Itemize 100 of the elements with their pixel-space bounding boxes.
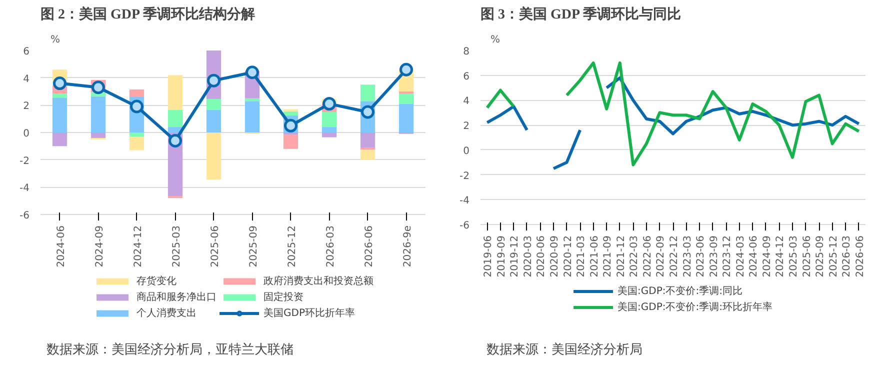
bar bbox=[244, 101, 260, 132]
point bbox=[130, 100, 144, 114]
x-tick-label: 2023-03 bbox=[682, 235, 694, 278]
bar bbox=[360, 84, 376, 102]
y-tick-label: 0 bbox=[463, 146, 470, 157]
chart-title: 图 3：美国 GDP 季调环比与同比 bbox=[480, 6, 681, 22]
x-tick-label: 2026-03 bbox=[325, 225, 336, 268]
x-tick-label: 2020-09 bbox=[550, 235, 561, 278]
y-tick-label: 4 bbox=[463, 96, 470, 108]
x-tick-label: 2024-12 bbox=[775, 235, 786, 278]
bar bbox=[52, 98, 68, 132]
x-tick-label: 2021-09 bbox=[602, 235, 614, 278]
legend-label: 商品和服务净出口 bbox=[136, 290, 216, 304]
legend-label: 个人消费支出 bbox=[136, 306, 196, 320]
x-tick-label: 2019-12 bbox=[510, 235, 521, 278]
x-tick-label: 2020-12 bbox=[562, 235, 574, 278]
source-note: 数据来源：美国经济分析局，亚特兰大联储 bbox=[46, 342, 294, 356]
bar bbox=[129, 136, 144, 150]
bar bbox=[206, 132, 222, 180]
bar bbox=[244, 98, 260, 102]
y-tick-label: -4 bbox=[20, 183, 30, 194]
bar bbox=[52, 132, 68, 146]
x-tick-label: 2021-12 bbox=[616, 235, 627, 278]
point bbox=[322, 97, 336, 111]
x-tick-label: 2022-09 bbox=[656, 235, 667, 278]
y-axis-title: % bbox=[490, 34, 500, 46]
y-tick-label: -2 bbox=[460, 170, 470, 182]
x-tick-label: 2025-03 bbox=[171, 225, 182, 268]
bar bbox=[168, 110, 183, 128]
y-tick-label: 2 bbox=[463, 121, 470, 132]
x-tick-label: 2021-06 bbox=[589, 235, 600, 278]
source-note: 数据来源：美国经济分析局 bbox=[486, 342, 642, 356]
y-tick-label: -6 bbox=[20, 210, 30, 222]
legend-label: 政府消费支出和投资总额 bbox=[264, 274, 374, 288]
bar bbox=[206, 110, 222, 132]
bar bbox=[129, 132, 144, 137]
legend-label: 美国:GDP:不变价:季调:环比折年率 bbox=[618, 300, 772, 314]
x-tick-label: 2024-12 bbox=[132, 225, 144, 268]
point bbox=[400, 62, 413, 76]
point bbox=[53, 76, 66, 90]
bar bbox=[283, 134, 298, 149]
y-tick-label: 0 bbox=[23, 128, 30, 140]
y-tick-label: 6 bbox=[463, 71, 470, 82]
x-tick-label: 2019-09 bbox=[496, 235, 508, 278]
x-tick-label: 2021-03 bbox=[576, 235, 588, 278]
y-tick-label: 2 bbox=[23, 101, 30, 112]
y-axis-title: % bbox=[50, 34, 60, 46]
x-tick-label: 2025-03 bbox=[788, 235, 800, 278]
legend-label: 美国GDP环比折年率 bbox=[264, 306, 355, 320]
x-tick-label: 2025-09 bbox=[248, 225, 260, 268]
x-tick-label: 2024-06 bbox=[56, 225, 67, 268]
bar bbox=[129, 89, 144, 97]
x-tick-label: 2023-09 bbox=[708, 235, 720, 278]
bar bbox=[360, 132, 376, 148]
y-tick-label: 6 bbox=[23, 46, 30, 58]
bar bbox=[322, 132, 337, 138]
bar bbox=[322, 112, 337, 128]
x-tick-label: 2019-06 bbox=[483, 235, 494, 278]
y-tick-label: -6 bbox=[460, 220, 470, 232]
point bbox=[284, 118, 298, 132]
y-tick-label: -4 bbox=[460, 196, 470, 207]
x-tick-label: 2023-06 bbox=[696, 235, 707, 278]
point bbox=[168, 134, 182, 148]
y-tick-label: 8 bbox=[463, 46, 470, 58]
x-tick-label: 2025-12 bbox=[286, 225, 298, 268]
x-tick-label: 2024-09 bbox=[94, 225, 106, 268]
x-tick-label: 2026-9e bbox=[402, 225, 414, 268]
x-tick-label: 2023-12 bbox=[722, 235, 734, 278]
x-tick-label: 2024-09 bbox=[762, 235, 773, 278]
bar bbox=[398, 104, 414, 132]
legend-label: 美国:GDP:不变价:季调:同比 bbox=[618, 284, 742, 298]
x-tick-label: 2020-03 bbox=[522, 235, 534, 278]
x-tick-label: 2024-03 bbox=[735, 235, 746, 278]
x-tick-label: 2025-06 bbox=[210, 225, 221, 268]
x-tick-label: 2020-06 bbox=[536, 235, 548, 278]
point bbox=[246, 66, 259, 80]
bar bbox=[283, 111, 298, 116]
x-tick-label: 2025-06 bbox=[802, 235, 813, 278]
x-tick-label: 2026-06 bbox=[854, 235, 866, 278]
x-tick-label: 2022-12 bbox=[669, 235, 680, 278]
x-tick-label: 2024-06 bbox=[748, 235, 760, 278]
bar bbox=[322, 127, 337, 132]
bar bbox=[90, 96, 106, 132]
x-tick-label: 2026-06 bbox=[364, 225, 375, 268]
bar bbox=[206, 99, 222, 110]
bar bbox=[360, 150, 376, 160]
bar bbox=[168, 75, 183, 110]
x-tick-label: 2025-12 bbox=[828, 235, 840, 278]
legend-label: 存货变化 bbox=[136, 274, 176, 288]
bar bbox=[52, 94, 68, 98]
x-tick-label: 2022-03 bbox=[629, 235, 640, 278]
y-tick-label: 4 bbox=[23, 74, 30, 85]
bar bbox=[90, 132, 106, 138]
y-tick-label: -2 bbox=[20, 156, 30, 167]
bar bbox=[398, 94, 414, 104]
chart-title: 图 2：美国 GDP 季调环比结构分解 bbox=[40, 6, 255, 22]
legend-label: 固定投资 bbox=[264, 290, 304, 304]
x-tick-label: 2022-06 bbox=[642, 235, 654, 278]
x-tick-label: 2025-09 bbox=[815, 235, 826, 278]
x-tick-label: 2026-03 bbox=[842, 235, 853, 278]
